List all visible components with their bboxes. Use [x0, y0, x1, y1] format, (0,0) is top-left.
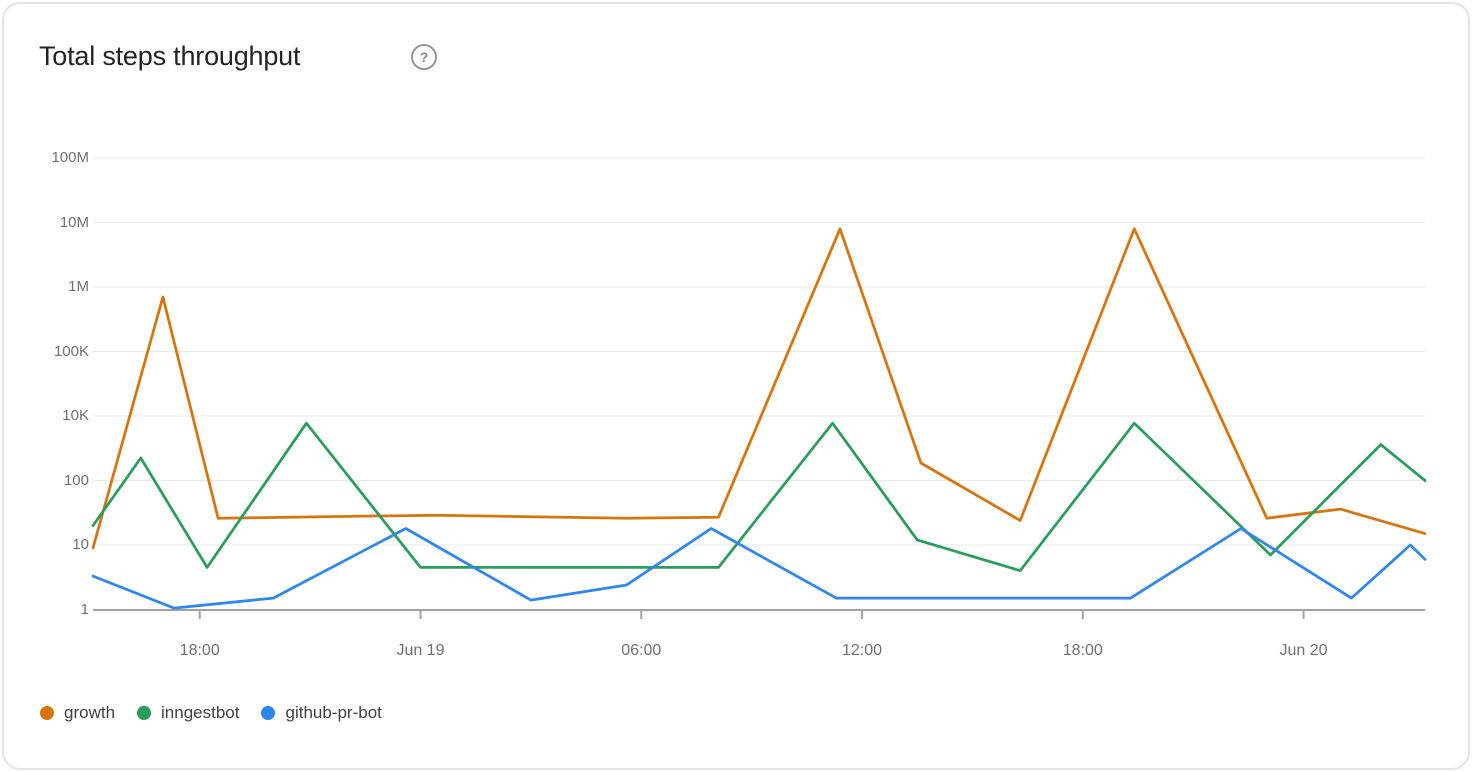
legend-dot-growth — [40, 706, 54, 720]
legend-dot-github-pr-bot — [261, 706, 276, 720]
legend-dot-inngestbot — [137, 706, 152, 720]
legend: growth inngestbot github-pr-bot — [40, 701, 382, 725]
x-axis-label: 06:00 — [621, 642, 662, 659]
x-axis-label: Jun 20 — [1279, 642, 1328, 659]
x-axis-label: Jun 19 — [396, 642, 445, 659]
y-axis-label: 10 — [72, 536, 89, 553]
chart-title: Total steps throughput — [39, 41, 301, 71]
series-line-inngestbot — [91, 421, 1427, 573]
y-axis-label: 100K — [53, 342, 89, 360]
y-axis-label: 10M — [59, 213, 89, 231]
legend-item-inngestbot[interactable]: inngestbot — [137, 701, 239, 725]
legend-item-github-pr-bot[interactable]: github-pr-bot — [261, 701, 382, 725]
legend-label: inngestbot — [161, 703, 240, 722]
legend-item-growth[interactable]: growth — [40, 701, 115, 725]
y-axis-label: 100M — [51, 149, 89, 166]
x-axis-label: 12:00 — [841, 642, 883, 659]
x-axis-label: 18:00 — [179, 642, 220, 659]
legend-label: growth — [64, 703, 116, 722]
series-line-github-pr-bot — [91, 527, 1427, 610]
x-axis-label: 18:00 — [1062, 642, 1103, 659]
y-axis-label: 1M — [68, 278, 89, 295]
legend-label: github-pr-bot — [285, 703, 382, 722]
y-axis-label: 100 — [63, 471, 89, 489]
y-axis-label: 10K — [62, 407, 89, 424]
y-axis-label: 1 — [80, 600, 89, 618]
help-icon[interactable]: ? — [411, 44, 437, 70]
series-line-growth — [91, 227, 1427, 550]
